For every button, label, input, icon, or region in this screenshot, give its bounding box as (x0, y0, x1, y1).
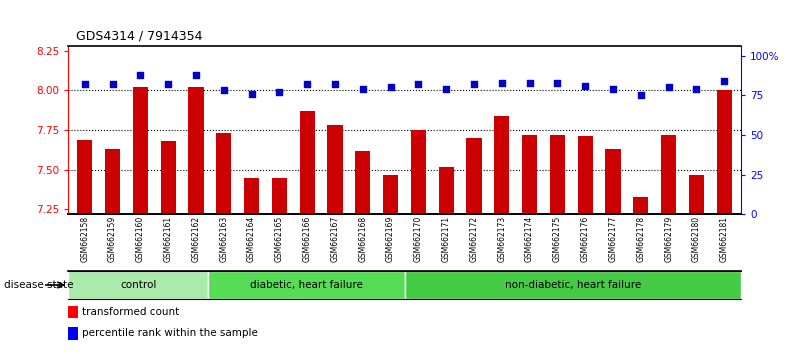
Bar (606, 149, 621, 214)
Point (134, 72, 147, 78)
Bar (355, 151, 370, 214)
Bar (383, 175, 398, 214)
Point (412, 81, 425, 87)
Point (662, 85, 675, 90)
Text: GSM662176: GSM662176 (581, 216, 590, 262)
Text: GSM662175: GSM662175 (553, 216, 562, 262)
Bar (689, 175, 704, 214)
Point (440, 86, 453, 92)
Text: GSM662177: GSM662177 (609, 216, 618, 262)
Bar (717, 90, 732, 214)
Text: GSM662169: GSM662169 (386, 216, 395, 262)
Bar (188, 87, 203, 214)
Bar (208, 271, 405, 299)
Point (634, 92, 647, 98)
Bar (522, 135, 537, 214)
Point (495, 80, 508, 85)
Point (384, 85, 397, 90)
Point (107, 81, 119, 87)
Bar (578, 136, 593, 214)
Text: GSM662161: GSM662161 (163, 216, 173, 262)
Bar (244, 178, 260, 214)
Text: GSM662166: GSM662166 (303, 216, 312, 262)
Bar (549, 135, 565, 214)
Text: percentile rank within the sample: percentile rank within the sample (82, 328, 257, 338)
Text: GSM662178: GSM662178 (636, 216, 646, 262)
Point (468, 81, 481, 87)
Bar (160, 141, 176, 214)
Bar (272, 178, 287, 214)
Text: GSM662163: GSM662163 (219, 216, 228, 262)
Bar (405, 271, 741, 299)
Bar (105, 149, 120, 214)
Point (606, 86, 619, 92)
Text: GSM662168: GSM662168 (358, 216, 368, 262)
Bar (68, 306, 78, 319)
Point (328, 81, 341, 87)
Point (273, 89, 286, 95)
Bar (77, 139, 92, 214)
Text: GSM662179: GSM662179 (664, 216, 673, 262)
Text: GSM662180: GSM662180 (692, 216, 701, 262)
Text: GSM662165: GSM662165 (275, 216, 284, 262)
Text: GSM662172: GSM662172 (469, 216, 478, 262)
Text: GSM662181: GSM662181 (720, 216, 729, 262)
Text: GSM662171: GSM662171 (441, 216, 451, 262)
Bar (466, 138, 481, 214)
Point (356, 86, 369, 92)
Text: transformed count: transformed count (82, 307, 179, 317)
Text: GSM662173: GSM662173 (497, 216, 506, 262)
Bar (68, 327, 78, 339)
Text: GSM662164: GSM662164 (247, 216, 256, 262)
Text: GSM662167: GSM662167 (331, 216, 340, 262)
Point (690, 86, 702, 92)
Bar (328, 125, 343, 214)
Point (301, 81, 314, 87)
Point (190, 72, 203, 78)
Bar (133, 87, 148, 214)
Bar (439, 167, 454, 214)
Bar (633, 197, 649, 214)
Text: GSM662170: GSM662170 (414, 216, 423, 262)
Point (217, 87, 230, 93)
Text: diabetic, heart failure: diabetic, heart failure (250, 280, 363, 290)
Point (245, 91, 258, 96)
Text: GSM662174: GSM662174 (525, 216, 534, 262)
Point (718, 78, 731, 84)
Point (523, 80, 536, 85)
Text: GDS4314 / 7914354: GDS4314 / 7914354 (76, 29, 203, 42)
Text: GSM662158: GSM662158 (80, 216, 89, 262)
Point (551, 80, 564, 85)
Bar (216, 133, 231, 214)
Text: disease state: disease state (4, 280, 74, 290)
Point (579, 83, 592, 88)
Point (162, 81, 175, 87)
Text: GSM662160: GSM662160 (136, 216, 145, 262)
Bar (661, 135, 676, 214)
Text: GSM662162: GSM662162 (191, 216, 200, 262)
Text: non-diabetic, heart failure: non-diabetic, heart failure (505, 280, 641, 290)
Bar (68, 271, 208, 299)
Point (78, 81, 91, 87)
Text: GSM662159: GSM662159 (108, 216, 117, 262)
Text: control: control (120, 280, 156, 290)
Bar (411, 130, 426, 214)
Bar (300, 111, 315, 214)
Bar (494, 116, 509, 214)
